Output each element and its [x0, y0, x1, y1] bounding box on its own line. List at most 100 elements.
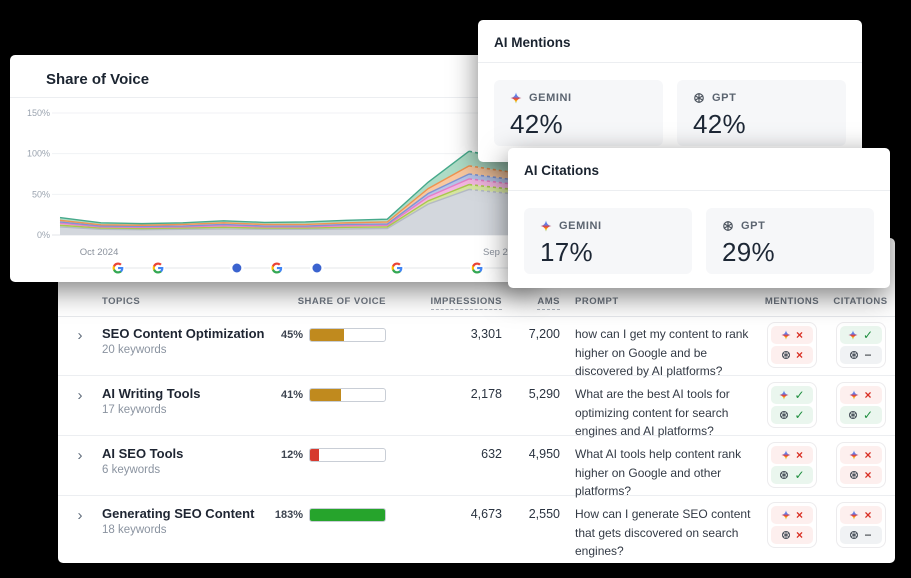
share-percent: 45%	[280, 329, 303, 341]
timeline-event-dot[interactable]	[232, 263, 242, 273]
line-orange-projection	[468, 165, 511, 173]
gpt-citations-status: −	[839, 346, 882, 364]
share-bar	[309, 388, 386, 402]
gemini-icon	[848, 330, 858, 340]
gpt-citations-status: −	[839, 526, 882, 544]
platform-label: GPT	[741, 220, 766, 232]
mentions-value: 42%	[693, 109, 746, 139]
status-x-icon: ×	[864, 388, 872, 402]
topic-name: SEO Content Optimization	[102, 326, 265, 341]
gemini-citations-status: ×	[839, 506, 882, 524]
mentions-gemini-chip: GEMINI 42%	[494, 80, 663, 146]
line-green	[59, 150, 470, 225]
table-row: › Generating SEO Content 18 keywords 183…	[58, 496, 895, 558]
citations-gemini-chip: GEMINI 17%	[524, 208, 692, 274]
impressions-value: 2,178	[470, 387, 502, 401]
table-row: › SEO Content Optimization 20 keywords 4…	[58, 316, 895, 378]
share-bar	[309, 508, 386, 522]
share-bar	[309, 448, 386, 462]
table-body: › SEO Content Optimization 20 keywords 4…	[58, 316, 895, 558]
expand-row-button[interactable]: ›	[77, 447, 83, 464]
gpt-mentions-status: ✓	[771, 466, 813, 484]
mentions-gpt-chip: GPT 42%	[677, 80, 846, 146]
table-row: › AI SEO Tools 6 keywords 12% 632 4,950 …	[58, 436, 895, 498]
col-ams[interactable]: AMS	[504, 288, 562, 316]
topic-name: AI Writing Tools	[102, 386, 201, 401]
citations-badge: × ×	[835, 442, 886, 488]
line-blue-projection	[468, 173, 511, 181]
status-x-icon: ×	[864, 508, 872, 522]
gpt-icon	[722, 220, 734, 232]
topic-name: Generating SEO Content	[102, 506, 255, 521]
gpt-mentions-status: ×	[771, 346, 813, 364]
topics-table-card: TOPICS SHARE OF VOICE IMPRESSIONS AMS PR…	[58, 238, 895, 563]
col-topics: TOPICS	[102, 296, 141, 307]
share-of-voice-card: Share of Voice 150% 100% 50% 0% Oct 2024 Sep …	[10, 55, 530, 282]
area-lime	[60, 184, 510, 230]
gpt-mentions-status: ✓	[771, 406, 813, 424]
platform-label: GPT	[712, 92, 737, 104]
topic-keywords: 17 keywords	[102, 404, 167, 416]
expand-row-button[interactable]: ›	[77, 387, 83, 404]
table-header: TOPICS SHARE OF VOICE IMPRESSIONS AMS PR…	[58, 288, 895, 317]
citations-gpt-chip: GPT 29%	[706, 208, 874, 274]
gpt-icon	[781, 530, 791, 540]
col-prompt: PROMPT	[575, 296, 619, 307]
area-gray	[60, 189, 510, 235]
status-check-icon: ✓	[794, 468, 805, 482]
topic-keywords: 6 keywords	[102, 464, 161, 476]
card-title: AI Mentions	[494, 35, 571, 50]
share-percent: 12%	[280, 449, 303, 461]
citations-badge: × −	[835, 502, 886, 548]
citations-value: 17%	[540, 237, 593, 267]
gpt-icon	[779, 410, 789, 420]
x-axis-label: Sep 2025	[483, 247, 524, 258]
topic-keywords: 18 keywords	[102, 524, 167, 536]
expand-row-button[interactable]: ›	[77, 327, 83, 344]
col-citations: CITATIONS	[833, 296, 888, 307]
table-row: › AI Writing Tools 17 keywords 41% 2,178…	[58, 376, 895, 438]
share-percent: 41%	[280, 389, 303, 401]
timeline-event-dot[interactable]	[312, 263, 322, 273]
ams-value: 5,290	[528, 387, 560, 401]
gpt-icon	[779, 470, 789, 480]
gemini-mentions-status: ×	[771, 446, 813, 464]
line-lime	[59, 183, 470, 230]
gemini-icon	[849, 450, 859, 460]
ai-citations-card: AI Citations GEMINI 17% GPT 29%	[508, 148, 890, 288]
divider	[10, 97, 530, 98]
citations-value: 29%	[722, 237, 775, 267]
area-green	[60, 151, 510, 226]
gemini-icon	[510, 92, 522, 104]
status-check-icon: ✓	[862, 408, 874, 422]
status-check-icon: ✓	[794, 388, 805, 402]
prompt-text: How can I generate SEO content that gets…	[575, 507, 751, 559]
prompt-text: What are the best AI tools for optimizin…	[575, 387, 730, 439]
mentions-badge: × ✓	[767, 442, 817, 488]
col-share-of-voice: SHARE OF VOICE	[297, 296, 386, 307]
gemini-citations-status: ✓	[839, 326, 882, 344]
line-lime-projection	[469, 183, 511, 190]
y-tick-label: 50%	[32, 189, 50, 199]
gpt-mentions-status: ×	[771, 526, 813, 544]
gemini-icon	[779, 390, 789, 400]
card-title: Share of Voice	[46, 71, 150, 88]
status-check-icon: ✓	[862, 328, 874, 342]
mentions-badge: × ×	[767, 322, 817, 368]
citations-stats: GEMINI 17% GPT 29%	[524, 208, 874, 274]
gpt-citations-status: ✓	[839, 406, 882, 424]
status-dash-icon: −	[864, 348, 872, 362]
prompt-text: how can I get my content to rank higher …	[575, 327, 749, 379]
y-tick-label: 100%	[27, 149, 50, 159]
col-impressions[interactable]: IMPRESSIONS	[388, 288, 504, 316]
expand-row-button[interactable]: ›	[77, 507, 83, 524]
ams-value: 2,550	[528, 507, 560, 521]
gemini-citations-status: ×	[839, 446, 882, 464]
gpt-citations-status: ×	[839, 466, 882, 484]
status-x-icon: ×	[795, 348, 803, 362]
gemini-icon	[849, 390, 859, 400]
share-of-voice-chart: 150% 100% 50% 0% Oct 2024 Sep 2025	[27, 108, 530, 275]
gemini-mentions-status: ×	[771, 506, 813, 524]
mentions-stats: GEMINI 42% GPT 42%	[494, 80, 846, 146]
